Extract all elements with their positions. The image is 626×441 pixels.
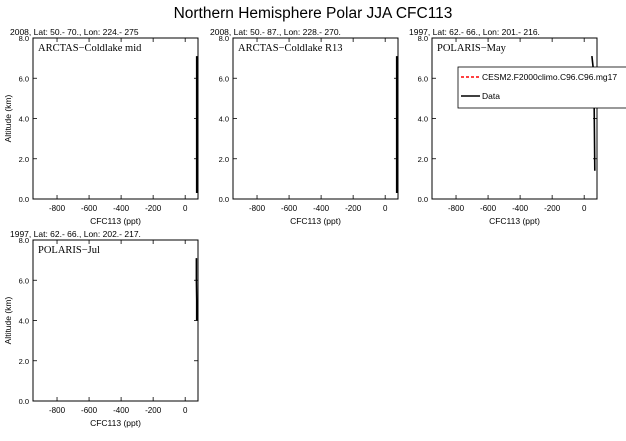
figure-title: Northern Hemisphere Polar JJA CFC113 [174, 5, 453, 22]
y-tick-label: 0.0 [219, 195, 229, 204]
y-tick-label: 4.0 [19, 317, 29, 326]
y-tick-label: 6.0 [418, 74, 428, 83]
x-tick-label: -600 [81, 204, 98, 213]
panel-4: 1997, Lat: 62.- 66., Lon: 202.- 217. -800… [3, 229, 198, 428]
x-tick-label: -200 [345, 204, 362, 213]
x-tick-label: 0 [183, 204, 188, 213]
legend-label: CESM2.F2000climo.C96.C96.mg17 [482, 72, 617, 82]
x-tick-label: 0 [183, 406, 188, 415]
y-tick-label: 0.0 [19, 397, 29, 406]
panel-2: 2008, Lat: 50.- 87., Lon: 228.- 270. -800… [210, 27, 398, 226]
panels: 2008, Lat: 50.- 70., Lon: 224.- 275 -800 -… [3, 27, 626, 428]
y-tick-label: 8.0 [219, 34, 229, 43]
x-tick-label: -600 [480, 204, 497, 213]
panel-header: 1997, Lat: 62.- 66., Lon: 202.- 217. [10, 229, 141, 239]
panel-header: 2008, Lat: 50.- 70., Lon: 224.- 275 [10, 27, 139, 37]
y-tick-label: 8.0 [418, 34, 428, 43]
x-tick-label: -800 [448, 204, 465, 213]
x-axis-label: CFC113 (ppt) [90, 216, 141, 226]
y-tick-label: 0.0 [19, 195, 29, 204]
panel-1: 2008, Lat: 50.- 70., Lon: 224.- 275 -800 -… [3, 27, 198, 226]
x-tick-label: -800 [49, 204, 66, 213]
panel-header: 2008, Lat: 50.- 87., Lon: 228.- 270. [210, 27, 341, 37]
x-tick-label: -800 [249, 204, 266, 213]
x-tick-label: -400 [512, 204, 529, 213]
y-tick-label: 6.0 [19, 276, 29, 285]
plot-frame [33, 38, 198, 199]
y-tick-label: 2.0 [19, 155, 29, 164]
panel-label: ARCTAS−Coldlake R13 [238, 43, 343, 54]
y-tick-label: 4.0 [19, 115, 29, 124]
y-tick-label: 4.0 [418, 115, 428, 124]
x-tick-label: -400 [113, 204, 130, 213]
x-tick-label: -600 [281, 204, 298, 213]
panel-3: 1997, Lat: 62.- 66., Lon: 201.- 216. -800… [409, 27, 626, 226]
plot-frame [233, 38, 398, 199]
y-tick-label: 2.0 [219, 155, 229, 164]
panel-label: POLARIS−May [437, 43, 507, 54]
panel-label: POLARIS−Jul [38, 245, 100, 256]
plot-frame [33, 240, 198, 401]
x-tick-label: 0 [383, 204, 388, 213]
x-tick-label: -200 [544, 204, 561, 213]
x-tick-label: 0 [582, 204, 587, 213]
y-tick-label: 6.0 [219, 74, 229, 83]
x-tick-label: -600 [81, 406, 98, 415]
y-tick-label: 8.0 [19, 34, 29, 43]
x-axis-label: CFC113 (ppt) [90, 418, 141, 428]
x-axis-label: CFC113 (ppt) [290, 216, 341, 226]
y-tick-label: 8.0 [19, 236, 29, 245]
x-tick-label: -800 [49, 406, 66, 415]
y-tick-label: 0.0 [418, 195, 428, 204]
panel-header: 1997, Lat: 62.- 66., Lon: 201.- 216. [409, 27, 540, 37]
x-axis-label: CFC113 (ppt) [489, 216, 540, 226]
panel-label: ARCTAS−Coldlake mid [38, 43, 142, 54]
legend: CESM2.F2000climo.C96.C96.mg17 Data [458, 67, 626, 108]
y-axis-label: Altitude (km) [3, 94, 13, 142]
y-tick-label: 2.0 [418, 155, 428, 164]
y-tick-label: 6.0 [19, 74, 29, 83]
x-tick-label: -400 [113, 406, 130, 415]
y-tick-label: 4.0 [219, 115, 229, 124]
x-tick-label: -200 [145, 406, 162, 415]
y-axis-label: Altitude (km) [3, 296, 13, 344]
x-tick-label: -200 [145, 204, 162, 213]
plot-frame [432, 38, 597, 199]
x-tick-label: -400 [313, 204, 330, 213]
legend-label: Data [482, 91, 500, 101]
y-tick-label: 2.0 [19, 357, 29, 366]
